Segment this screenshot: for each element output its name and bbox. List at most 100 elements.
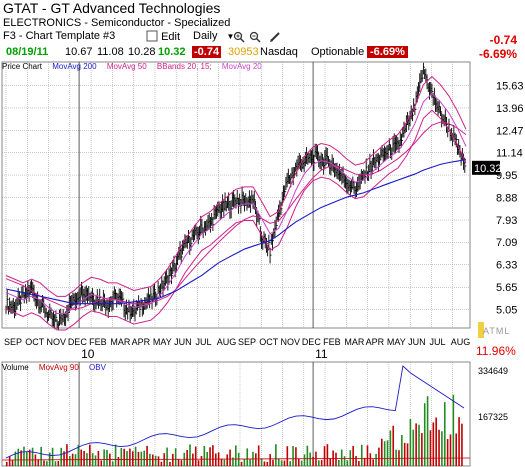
volume-bar: [369, 453, 372, 466]
volume-bar: [60, 447, 62, 466]
volume-bar: [157, 456, 160, 466]
volume-bar: [169, 461, 171, 466]
volume-bar: [151, 454, 154, 466]
volume-bar: [14, 451, 17, 466]
volume-bar: [212, 445, 214, 466]
volume-bar: [189, 444, 191, 466]
volume-bar: [97, 450, 100, 466]
volume-bar: [289, 461, 291, 466]
legend-volume-ma: MovAvg 90: [38, 363, 79, 372]
volume-bar: [297, 458, 300, 466]
volume-bar: [194, 446, 197, 466]
volume-bar: [80, 449, 83, 466]
volume-bar: [452, 394, 455, 466]
volume-bar: [40, 446, 42, 466]
chart-template-selector[interactable]: F3 - Chart Template #3: [3, 30, 116, 42]
volume-bar: [318, 460, 320, 466]
volume-bar: [446, 439, 449, 466]
volume-bar: [426, 396, 429, 466]
quote-low: 10.28: [128, 46, 156, 58]
volume-bar: [263, 461, 266, 466]
favorite-star-icon[interactable]: ☆: [203, 15, 214, 29]
volume-bar: [8, 456, 11, 466]
volume-bar: [323, 446, 326, 466]
stock-title: GTAT - GT Advanced Technologies: [3, 0, 221, 16]
volume-bar: [246, 448, 249, 466]
edit-label: Edit: [161, 31, 181, 43]
x-tick-label: FEB: [323, 337, 341, 347]
volume-bar: [192, 453, 194, 466]
volume-bar: [280, 460, 283, 466]
quote-volume: 30953: [228, 46, 259, 58]
volume-bar: [306, 445, 309, 466]
chevron-down-icon: ▼: [226, 32, 235, 41]
y-tick-label: 11.14: [496, 148, 523, 160]
volume-bar: [26, 451, 28, 466]
zoom-out-icon[interactable]: [249, 31, 261, 43]
x-tick-label: APR: [132, 337, 151, 347]
volume-bar: [378, 447, 380, 466]
stock-chart[interactable]: 15.63 13.96 12.47 11.14 9.95 8.88 7.93 7.09 6.33…: [0, 60, 525, 467]
y-tick-label: 7.09: [496, 237, 517, 249]
volume-bar: [257, 445, 260, 466]
y-tick-label: 7.93: [496, 215, 517, 227]
quote-optionable: Optionable: [311, 46, 365, 58]
volume-bar: [458, 417, 460, 466]
volume-bar: [403, 442, 406, 466]
volume-bar: [63, 451, 65, 466]
bollinger-lower-line: [5, 109, 467, 331]
quote-change: -0.74: [192, 46, 222, 58]
volume-bar: [303, 454, 306, 466]
volume-bar: [166, 447, 168, 466]
volume-bar: [48, 452, 51, 466]
volume-bar: [114, 444, 117, 466]
volume-bar: [134, 446, 137, 466]
volume-bar: [338, 460, 340, 466]
x-tick-label: NOV: [47, 337, 67, 347]
volume-bar: [277, 458, 280, 466]
edit-button[interactable]: Edit: [146, 30, 186, 43]
volume-bar: [57, 460, 60, 466]
volume-bar: [260, 458, 263, 466]
volume-bar: [380, 438, 383, 466]
volume-bar: [100, 460, 103, 466]
volume-bar: [392, 425, 395, 466]
volume-bar: [435, 417, 437, 466]
volume-bar: [441, 431, 443, 466]
price-panel-frame: [1, 61, 471, 329]
volume-bar: [126, 451, 128, 466]
draw-pencil-icon[interactable]: [269, 31, 281, 43]
y-tick-label: 5.05: [496, 304, 517, 316]
quote-close: 10.32: [158, 46, 186, 58]
x-tick-label: JUL: [195, 337, 211, 347]
bollinger-upper-line: [5, 75, 467, 297]
volume-bar: [412, 429, 415, 466]
volume-bar: [358, 461, 360, 466]
volume-bar: [203, 445, 206, 466]
legend-bbands: BBands 20, 15;: [156, 62, 212, 71]
volume-bar: [346, 460, 349, 466]
zoom-in-icon[interactable]: [233, 31, 245, 43]
quote-date: 08/19/11: [6, 46, 49, 58]
ma20-line: [5, 92, 467, 314]
volume-bar: [432, 422, 435, 466]
volume-bar: [51, 447, 54, 466]
price-legend: Price Chart MovAvg 200 MovAvg 50 BBands …: [2, 62, 270, 71]
legend-price: Price Chart: [2, 62, 43, 71]
volume-bar: [140, 451, 143, 466]
x-tick-label: JUL: [429, 337, 445, 347]
volume-tick-label: 334649: [478, 366, 508, 376]
volume-bar: [220, 458, 223, 466]
period-dropdown[interactable]: Daily ▼: [193, 30, 240, 42]
volume-bar: [180, 460, 183, 466]
x-tick-label: DEC: [68, 337, 88, 347]
volume-bar: [6, 462, 8, 466]
summary-change-pct: -6.69%: [478, 47, 517, 61]
volume-bar: [160, 461, 163, 466]
legend-obv: OBV: [89, 363, 106, 372]
volume-bar: [418, 424, 420, 466]
y-tick-label: 12.47: [496, 125, 524, 137]
x-tick-label: JUN: [408, 337, 426, 347]
volume-bar: [355, 456, 357, 466]
volume-bar: [375, 453, 377, 466]
